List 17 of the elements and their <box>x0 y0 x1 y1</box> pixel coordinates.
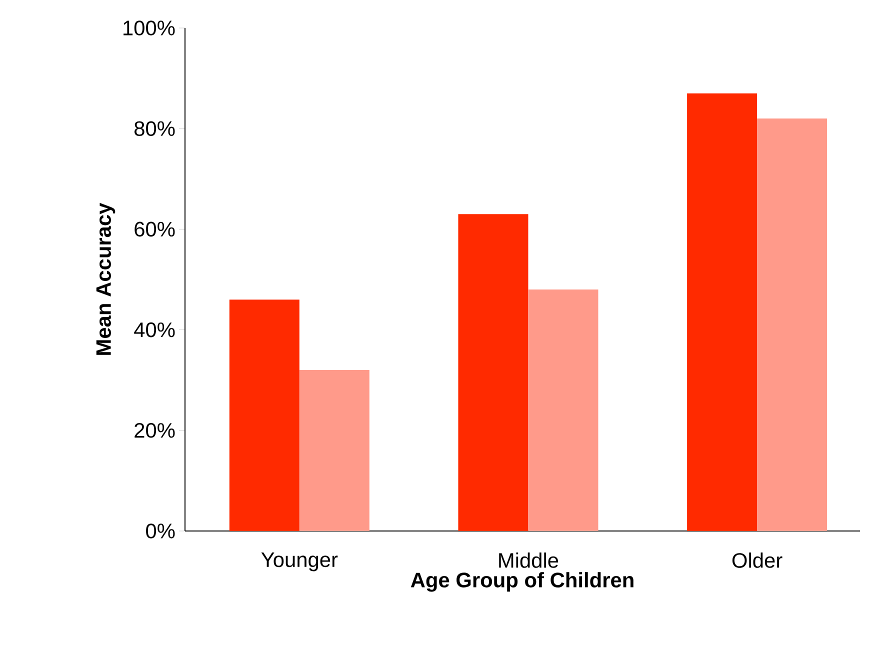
bar <box>687 93 758 531</box>
bar <box>458 214 528 531</box>
y-tick-label: 100% <box>124 20 175 36</box>
y-tick-label: 20% <box>134 422 175 438</box>
x-axis-title: Age Group of Children <box>410 572 634 592</box>
bar <box>299 370 370 531</box>
y-tick-label: 40% <box>134 322 175 338</box>
y-tick-label: 0% <box>146 524 175 538</box>
y-tick-label: 60% <box>134 222 175 237</box>
x-tick-label: Younger <box>261 552 338 572</box>
bar <box>528 290 598 531</box>
y-axis-title: Mean Accuracy <box>96 202 116 355</box>
y-tick-label: 80% <box>134 121 175 136</box>
x-tick-label: Older <box>732 552 782 568</box>
bar <box>757 118 828 531</box>
x-tick-label: Middle <box>499 552 558 568</box>
bar <box>229 300 300 531</box>
